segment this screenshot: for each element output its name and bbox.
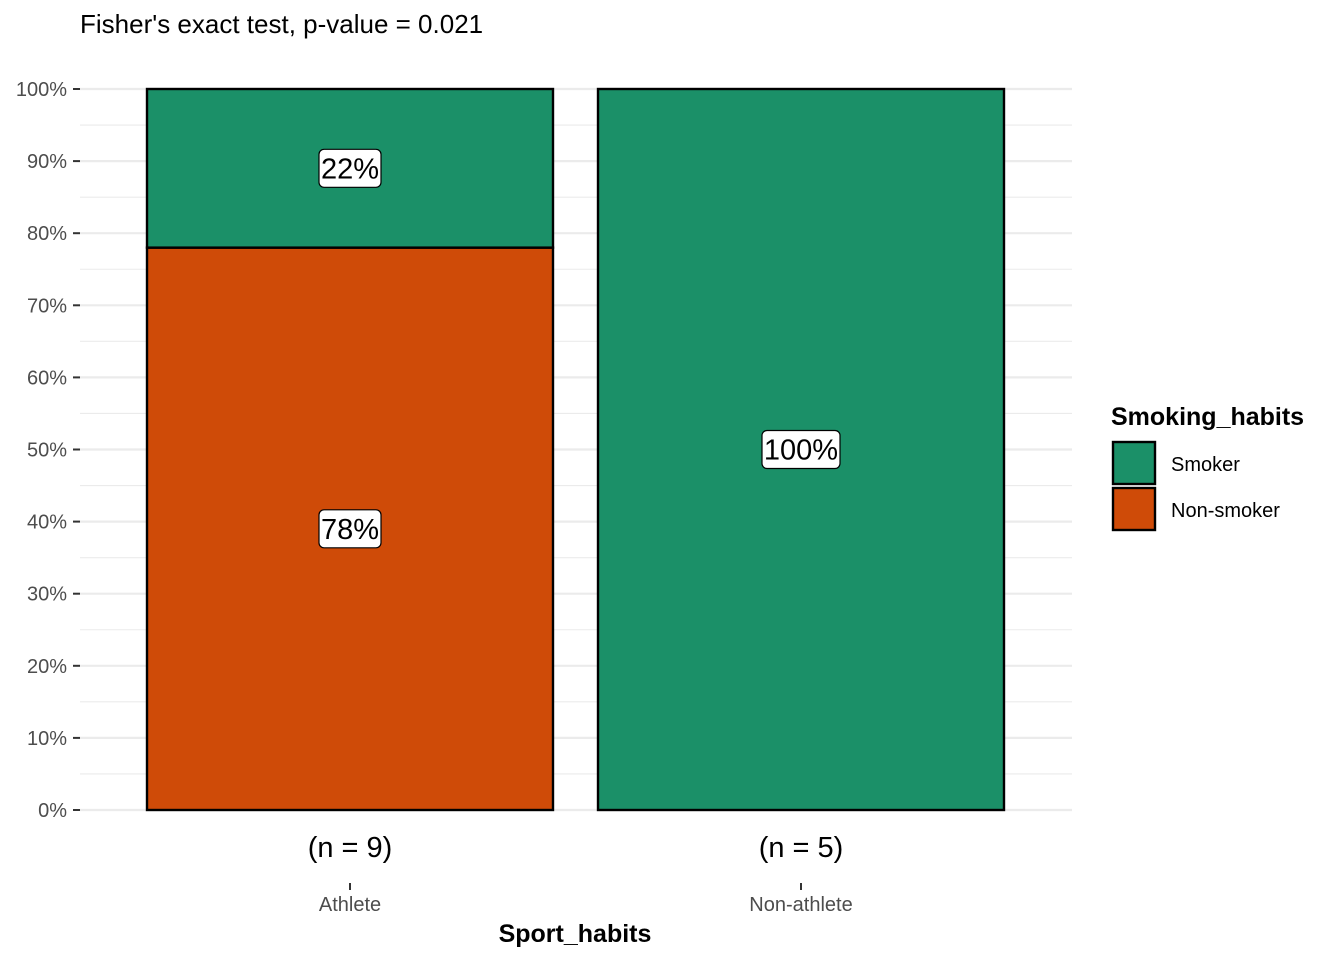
legend-item: Non-smoker [1111, 486, 1280, 532]
legend-label: Non-smoker [1171, 500, 1280, 522]
y-tick-label: 20% [27, 656, 67, 678]
y-axis: 0% 10% 20% 30% 40% 50% 60% 70% 80% 90% 100% [16, 79, 80, 822]
y-tick-label: 80% [27, 223, 67, 245]
x-tick-label: Athlete [319, 894, 381, 916]
count-label: (n = 9) [308, 832, 393, 864]
y-tick-label: 70% [27, 295, 67, 317]
count-label: (n = 5) [759, 832, 844, 864]
chart-title: Fisher's exact test, p-value = 0.021 [80, 9, 483, 39]
x-axis-title: Sport_habits [499, 920, 652, 948]
bars [145, 87, 1006, 812]
y-tick-label: 90% [27, 151, 67, 173]
legend-item: Smoker [1111, 440, 1240, 486]
legend-swatch [1111, 440, 1157, 486]
data-label: 100% [761, 429, 841, 470]
svg-text:100%: 100% [764, 435, 838, 467]
svg-text:78%: 78% [321, 514, 379, 546]
y-tick-label: 40% [27, 512, 67, 534]
x-axis: (n = 9) Athlete (n = 5) Non-athlete [308, 832, 853, 916]
y-tick-label: 30% [27, 584, 67, 606]
x-tick-label: Non-athlete [749, 894, 852, 916]
legend-title: Smoking_habits [1111, 403, 1304, 431]
y-tick-label: 50% [27, 440, 67, 462]
svg-text:22%: 22% [321, 153, 379, 185]
legend: Smoking_habits Smoker Non-smoker [1111, 403, 1304, 532]
legend-label: Smoker [1171, 454, 1240, 476]
y-tick-label: 10% [27, 728, 67, 750]
y-tick-label: 100% [16, 79, 67, 101]
data-label: 22% [318, 148, 382, 188]
legend-swatch [1111, 486, 1157, 532]
y-tick-label: 0% [38, 800, 67, 822]
data-label: 78% [318, 509, 382, 549]
data-labels: 78% 22% 100% [318, 148, 841, 549]
y-tick-label: 60% [27, 367, 67, 389]
